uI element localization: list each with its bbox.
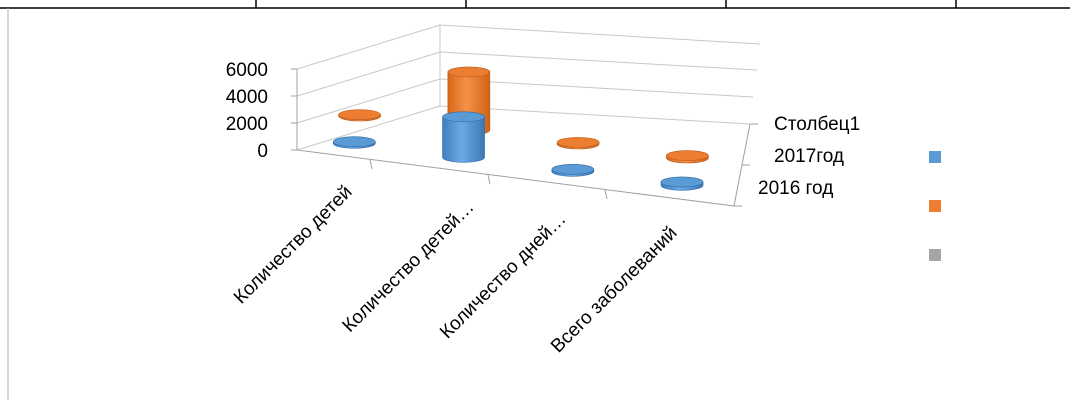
bar-2-4	[666, 150, 709, 164]
legend	[929, 151, 941, 261]
y-axis	[291, 68, 298, 151]
bar-1-1	[332, 136, 376, 149]
bar-2-1	[338, 109, 381, 122]
category-label: Всего заболеваний	[547, 223, 682, 358]
y-tick-label: 6000	[226, 60, 268, 81]
legend-marker-3	[929, 249, 941, 261]
bar-top	[556, 137, 600, 148]
y-tick-label: 2000	[226, 114, 268, 135]
depth-label: 2016 год	[758, 178, 833, 199]
category-label: Количество детей	[230, 182, 357, 309]
legend-marker-2	[929, 200, 941, 212]
chart-marks	[332, 66, 709, 191]
bar-top	[666, 150, 709, 161]
y-tick-label: 0	[257, 141, 268, 162]
bar-top	[332, 136, 376, 148]
bar-top	[338, 109, 381, 120]
legend-marker-1	[929, 151, 941, 163]
bar-1-2	[442, 111, 485, 163]
bar-top	[551, 164, 595, 175]
depth-label: Столбец1	[774, 114, 860, 135]
bar-top	[442, 111, 485, 123]
floor	[296, 123, 758, 207]
bar-top	[660, 176, 704, 188]
table-border	[0, 0, 1070, 9]
y-axis-ticks: 0 2000 4000 6000	[226, 60, 268, 162]
depth-label: 2017год	[774, 146, 844, 167]
bar-1-4	[660, 176, 704, 191]
bar-2-3	[556, 137, 600, 150]
bar-top	[447, 66, 491, 78]
bar-1-3	[551, 164, 595, 177]
y-tick-label: 4000	[226, 87, 268, 108]
depth-axis-labels: 2016 год 2017год Столбец1	[758, 114, 860, 199]
bar-body	[442, 116, 485, 163]
back-wall-gridlines	[296, 24, 761, 151]
